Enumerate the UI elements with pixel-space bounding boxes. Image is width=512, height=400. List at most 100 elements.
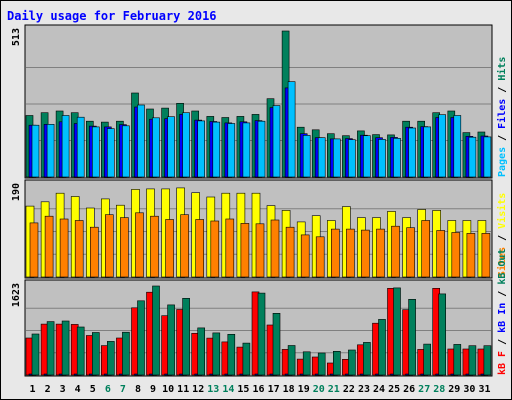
bar-hits-pages-day-23 <box>363 135 371 178</box>
x-tick-label-day-12: 12 <box>192 384 204 395</box>
panel-legend-hits: Pages / Files / Hits <box>496 57 508 177</box>
bar-hits-pages-day-3 <box>61 115 70 178</box>
legend-entry: / <box>497 285 508 303</box>
bar-hits-pages-day-27 <box>423 126 432 178</box>
bar-kbytes-kb-out-day-19 <box>302 351 311 376</box>
bar-hits-pages-day-31 <box>483 136 492 178</box>
x-tick-label-day-5: 5 <box>90 384 96 395</box>
x-tick-label-day-3: 3 <box>60 384 66 395</box>
legend-entry: kB F <box>497 351 508 375</box>
legend-entry: Files <box>496 99 508 129</box>
bar-visits-sites-day-7 <box>120 217 129 278</box>
bar-visits-sites-day-13 <box>210 220 220 278</box>
bar-kbytes-kb-out-day-13 <box>212 332 221 376</box>
x-tick-label-day-19: 19 <box>298 384 310 395</box>
bar-visits-sites-day-1 <box>29 222 39 278</box>
bar-visits-sites-day-16 <box>255 223 265 278</box>
x-tick-label-day-9: 9 <box>150 384 156 395</box>
legend-entry: Sites <box>496 247 508 277</box>
legend-entry: kB In <box>497 303 508 333</box>
bar-visits-sites-day-12 <box>195 219 204 278</box>
bar-hits-pages-day-20 <box>317 137 326 178</box>
panel-legend-kbytes: kB F / kB In / kB Out <box>497 249 508 375</box>
bar-visits-sites-day-29 <box>451 232 461 278</box>
bar-hits-pages-day-4 <box>76 116 85 178</box>
bar-hits-pages-day-24 <box>378 139 386 178</box>
x-tick-label-day-25: 25 <box>388 384 400 395</box>
bar-hits-pages-day-16 <box>257 120 266 178</box>
bar-visits-sites-day-30 <box>466 233 476 278</box>
bar-visits-sites-day-23 <box>361 229 370 278</box>
bar-kbytes-kb-out-day-8 <box>137 300 145 376</box>
x-tick-label-day-22: 22 <box>343 384 355 395</box>
x-tick-label-day-15: 15 <box>237 384 249 395</box>
bar-visits-sites-day-8 <box>135 212 144 278</box>
x-tick-label-day-16: 16 <box>252 384 264 395</box>
bar-visits-sites-day-26 <box>406 227 415 278</box>
bar-kbytes-kb-out-day-14 <box>227 333 236 376</box>
bar-kbytes-kb-out-day-7 <box>122 331 130 376</box>
bar-hits-pages-day-5 <box>92 126 100 178</box>
panel-max-label-hits: 513 <box>11 28 22 46</box>
bar-kbytes-kb-out-day-11 <box>182 297 190 376</box>
legend-entry: / <box>497 333 508 351</box>
bar-hits-pages-day-29 <box>453 115 462 178</box>
bar-kbytes-kb-out-day-21 <box>332 350 341 376</box>
bar-kbytes-kb-out-day-5 <box>92 332 100 376</box>
x-tick-label-day-21: 21 <box>328 384 340 395</box>
x-tick-label-day-26: 26 <box>403 384 415 395</box>
bar-visits-sites-day-25 <box>391 225 400 278</box>
bar-kbytes-kb-out-day-28 <box>438 293 447 376</box>
x-tick-label-day-13: 13 <box>207 384 219 395</box>
bar-hits-pages-day-25 <box>393 138 401 178</box>
bar-visits-sites-day-3 <box>59 218 69 278</box>
x-tick-label-day-14: 14 <box>222 384 234 395</box>
bar-hits-pages-day-30 <box>468 136 477 178</box>
bar-visits-sites-day-10 <box>165 219 174 278</box>
bar-visits-sites-day-21 <box>330 228 340 278</box>
x-tick-label-day-23: 23 <box>358 384 370 395</box>
bar-visits-sites-day-4 <box>74 220 84 278</box>
x-tick-label-day-24: 24 <box>373 384 385 395</box>
bar-visits-sites-day-11 <box>180 214 189 278</box>
bar-kbytes-kb-out-day-31 <box>483 345 492 376</box>
bar-kbytes-kb-out-day-6 <box>107 341 115 376</box>
legend-entry: / <box>497 229 508 247</box>
bar-kbytes-kb-out-day-9 <box>152 285 160 376</box>
bar-kbytes-kb-out-day-20 <box>317 352 326 376</box>
bar-visits-sites-day-6 <box>105 214 114 278</box>
bar-kbytes-kb-out-day-18 <box>287 345 296 376</box>
bar-hits-pages-day-8 <box>137 104 145 178</box>
bar-kbytes-kb-out-day-22 <box>348 349 356 376</box>
bar-kbytes-kb-out-day-17 <box>272 312 281 376</box>
x-tick-label-day-17: 17 <box>268 384 280 395</box>
bar-kbytes-kb-out-day-27 <box>423 343 432 376</box>
bar-hits-pages-day-1 <box>31 124 40 178</box>
bar-visits-sites-day-14 <box>225 218 235 278</box>
bar-hits-pages-day-11 <box>182 112 190 178</box>
x-tick-label-day-20: 20 <box>313 384 325 395</box>
bar-hits-pages-day-18 <box>287 81 296 178</box>
x-tick-label-day-6: 6 <box>105 384 111 395</box>
bar-kbytes-kb-out-day-24 <box>378 319 386 376</box>
bar-visits-sites-day-27 <box>421 220 431 278</box>
bar-hits-pages-day-26 <box>408 127 416 178</box>
chart-title: Daily usage for February 2016 <box>7 9 217 23</box>
bar-kbytes-kb-out-day-16 <box>257 292 266 376</box>
bar-kbytes-kb-out-day-26 <box>408 298 416 376</box>
x-axis-day-labels: 1 2 3 4 5 6 7 8 9 10 11 12 13 14 15 16 17 18 19 20 21 22 23 24 2… <box>29 384 490 395</box>
bar-visits-sites-day-17 <box>270 219 280 278</box>
panel-kbytes: 1623 kB F / kB In / kB Out <box>11 249 508 377</box>
bar-hits-pages-day-22 <box>348 139 356 178</box>
bar-kbytes-kb-out-day-25 <box>393 287 401 376</box>
bar-hits-pages-day-15 <box>242 122 251 178</box>
panel-visits: 190 Sites / Visits <box>11 179 508 279</box>
bar-kbytes-kb-out-day-2 <box>46 321 55 376</box>
legend-entry: / <box>497 129 508 147</box>
bar-visits-sites-day-22 <box>346 228 355 278</box>
bar-visits-sites-day-19 <box>300 234 310 278</box>
bar-hits-pages-day-17 <box>272 105 281 178</box>
bar-hits-pages-day-6 <box>107 128 115 178</box>
legend-entry: / <box>497 81 508 99</box>
